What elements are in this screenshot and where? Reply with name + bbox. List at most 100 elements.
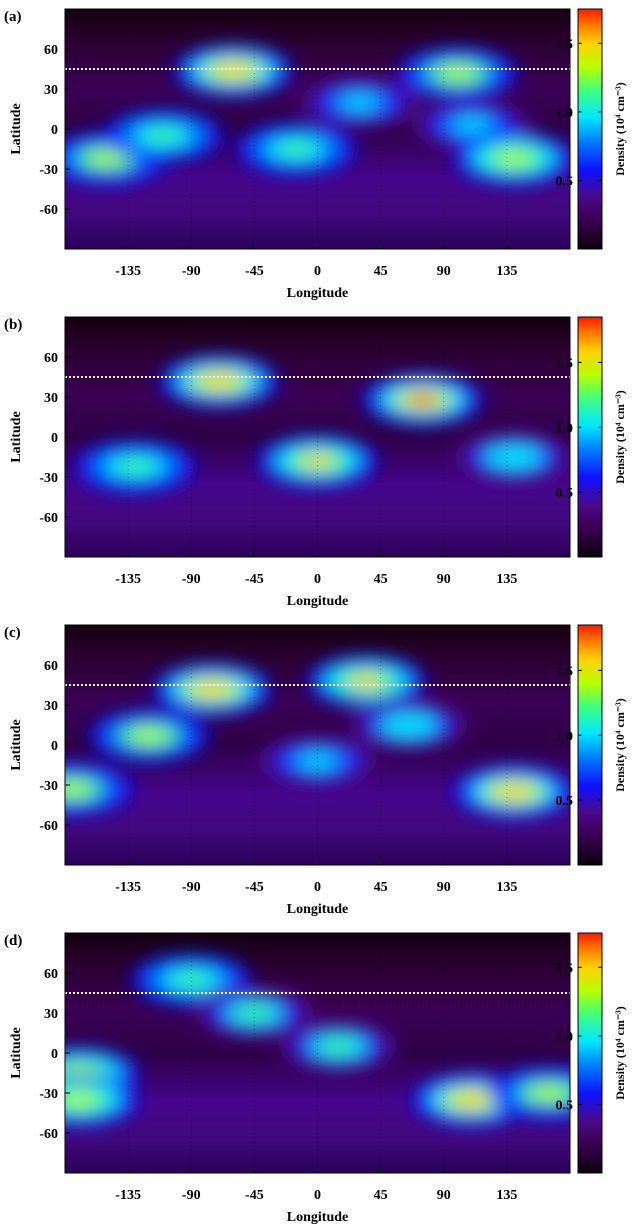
x-tick-label: 45: [374, 1188, 388, 1203]
panel-label: (a): [4, 9, 22, 25]
y-tick-label: 30: [44, 83, 58, 98]
panel-c: (c) 60 30 0 -30 -60 -135 -90 -45 0 45 90 135 Longitud…: [0, 616, 644, 924]
hotspot-2-layer-3: [299, 454, 336, 468]
colorbar-tick-label: 1.5: [556, 37, 574, 52]
panel-label: (b): [4, 317, 22, 333]
y-tick-label: 30: [44, 391, 58, 406]
x-tick-label: 135: [496, 880, 517, 895]
x-tick-label: 0: [314, 264, 321, 279]
x-tick-label: 90: [437, 1188, 451, 1203]
x-axis-label: Longitude: [287, 594, 348, 609]
colorbar-label: Density (10⁴ cm⁻³): [613, 698, 627, 792]
colorbar-tick-label: 0.5: [556, 1098, 574, 1113]
x-tick-label: 0: [314, 880, 321, 895]
y-tick-label: 0: [51, 1047, 58, 1062]
x-tick-label: 45: [374, 572, 388, 587]
chart-svg: (b) 60 30 0 -30 -60 -135 -90 -45 0 45 90 135 Longitud…: [4, 316, 627, 609]
y-tick-label: 60: [44, 351, 58, 366]
hotspot-1-layer-3: [145, 128, 182, 143]
x-tick-label: 90: [437, 264, 451, 279]
colorbar-tick-label: 1.0: [556, 106, 574, 121]
chart-svg: (a) 60 30 0 -30 -60 -135 -90 -45 0 45 90 135 Longitud…: [4, 8, 627, 301]
panel-label: (d): [4, 933, 22, 949]
x-tick-label: 45: [374, 264, 388, 279]
x-tick-label: -135: [115, 1188, 141, 1203]
density-field: [75, 355, 570, 493]
y-tick-label: -60: [39, 511, 58, 526]
y-tick-label: -60: [39, 1127, 58, 1142]
y-axis-label: Latitude: [9, 719, 24, 770]
y-tick-label: 0: [51, 123, 58, 138]
x-tick-label: -135: [115, 572, 141, 587]
y-axis-label: Latitude: [9, 1027, 24, 1078]
colorbar: [577, 624, 603, 866]
hotspot-6-layer-3: [495, 784, 532, 799]
colorbar: [577, 8, 603, 250]
x-tick-label: 90: [437, 880, 451, 895]
hotspot-3-layer-3: [236, 1006, 273, 1020]
hotspot-2-layer-3: [194, 682, 231, 696]
hotspot-6-layer-3: [453, 118, 490, 132]
y-axis-label: Latitude: [9, 103, 24, 154]
hotspot-6-layer-3: [530, 1086, 567, 1100]
x-tick-label: -90: [182, 264, 201, 279]
x-tick-label: 135: [496, 1188, 517, 1203]
density-field: [65, 44, 570, 185]
y-tick-label: 60: [44, 43, 58, 58]
hotspot-1-layer-3: [131, 728, 168, 743]
x-tick-label: -45: [245, 880, 264, 895]
hotspot-7-layer-3: [495, 151, 532, 166]
hotspot-4-layer-3: [495, 450, 532, 464]
hotspot-3-layer-3: [299, 754, 336, 768]
x-axis-label: Longitude: [287, 902, 348, 917]
x-axis-label: Longitude: [287, 286, 348, 301]
colorbar-tick-label: 0.5: [556, 486, 574, 501]
x-tick-label: -90: [182, 880, 201, 895]
colorbar-tick-label: 0.5: [556, 794, 574, 809]
hotspot-3-layer-3: [278, 142, 315, 156]
hotspot-5-layer-3: [453, 1092, 490, 1107]
colorbar-label: Density (10⁴ cm⁻³): [613, 1006, 627, 1100]
y-tick-label: 30: [44, 1007, 58, 1022]
colorbar-tick-label: 1.5: [556, 961, 574, 976]
panel-b: (b) 60 30 0 -30 -60 -135 -90 -45 0 45 90 135 Longitud…: [0, 308, 644, 616]
x-tick-label: -135: [115, 264, 141, 279]
colorbar-label: Density (10⁴ cm⁻³): [613, 82, 627, 176]
chart-svg: (c) 60 30 0 -30 -60 -135 -90 -45 0 45 90 135 Longitud…: [4, 624, 627, 917]
hotspot-0-layer-3: [117, 459, 154, 474]
colorbar-tick-label: 1.0: [556, 421, 574, 436]
hotspot-2-layer-3: [173, 972, 210, 987]
colorbar-tick-label: 1.5: [556, 356, 574, 371]
hotspot-5-layer-3: [390, 718, 427, 732]
y-tick-label: 60: [44, 659, 58, 674]
hotspot-0-layer-3: [89, 151, 126, 166]
density-field: [65, 655, 570, 818]
panel-label: (c): [4, 625, 21, 641]
colorbar: [577, 932, 603, 1174]
hotspot-3-layer-3: [404, 392, 441, 407]
hotspot-0-layer-3: [65, 782, 91, 796]
x-tick-label: -45: [245, 572, 264, 587]
y-tick-label: -30: [39, 1087, 58, 1102]
x-tick-label: -45: [245, 264, 264, 279]
x-tick-label: 135: [496, 264, 517, 279]
x-tick-label: -90: [182, 572, 201, 587]
panel-a: (a) 60 30 0 -30 -60 -135 -90 -45 0 45 90 135 Longitud…: [0, 0, 644, 308]
x-tick-label: -90: [182, 1188, 201, 1203]
y-axis-label: Latitude: [9, 411, 24, 462]
colorbar-tick-label: 1.0: [556, 729, 574, 744]
y-tick-label: 30: [44, 699, 58, 714]
hotspot-4-layer-3: [341, 95, 378, 110]
y-tick-label: -30: [39, 163, 58, 178]
hotspot-4-layer-3: [320, 1039, 357, 1054]
hotspot-1-layer-3: [65, 1092, 98, 1107]
y-tick-label: -60: [39, 203, 58, 218]
x-tick-label: -135: [115, 880, 141, 895]
colorbar-tick-label: 1.0: [556, 1030, 574, 1045]
colorbar-tick-label: 0.5: [556, 174, 574, 189]
x-tick-label: 0: [314, 1188, 321, 1203]
colorbar-tick-label: 1.5: [556, 664, 574, 679]
colorbar: [577, 316, 603, 558]
chart-svg: (d) 60 30 0 -30 -60 -135 -90 -45 0 45 90 135 Longitud…: [4, 932, 627, 1225]
y-tick-label: -30: [39, 471, 58, 486]
